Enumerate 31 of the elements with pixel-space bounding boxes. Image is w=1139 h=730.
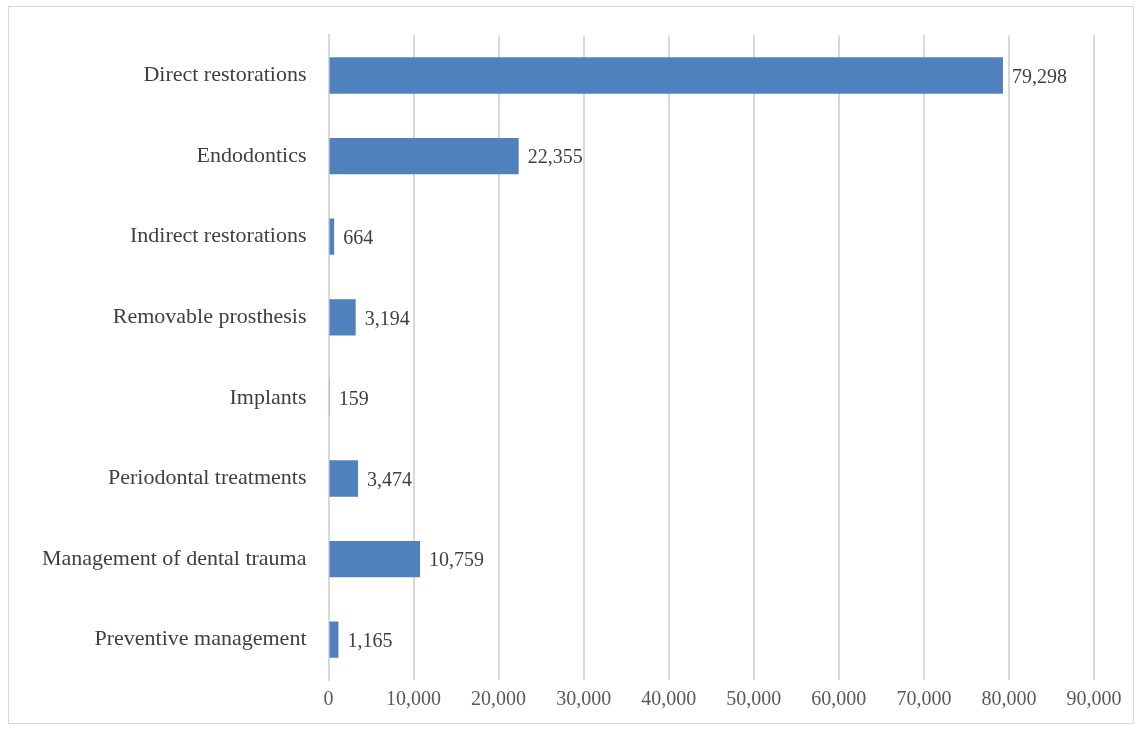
data-label: 664 — [343, 225, 374, 248]
bar — [329, 299, 356, 336]
x-tick-label: 80,000 — [981, 687, 1037, 710]
y-tick-label: Removable prosthesis — [112, 303, 307, 329]
x-tick-label: 70,000 — [896, 687, 952, 710]
data-label: 159 — [338, 387, 369, 410]
x-tick-label: 50,000 — [726, 687, 782, 710]
y-tick-label: Periodontal treatments — [107, 464, 307, 490]
x-tick-label: 30,000 — [556, 687, 612, 710]
y-tick-label: Implants — [229, 383, 307, 409]
data-label: 79,298 — [1011, 64, 1067, 87]
y-tick-label: Direct restorations — [143, 61, 307, 87]
x-tick-label: 0 — [323, 687, 334, 710]
bar — [329, 137, 519, 175]
data-label: 3,194 — [364, 306, 410, 329]
y-tick-label: Management of dental trauma — [41, 544, 307, 570]
data-label: 1,165 — [347, 628, 393, 651]
bar — [329, 460, 359, 497]
x-tick-label: 20,000 — [471, 687, 527, 710]
bar — [329, 57, 1003, 94]
x-tick-label: 40,000 — [641, 687, 697, 710]
x-tick-label: 60,000 — [811, 687, 867, 710]
data-label: 10,759 — [429, 548, 485, 571]
y-tick-label: Indirect restorations — [129, 222, 307, 248]
x-tick-label: 10,000 — [386, 687, 442, 710]
bar — [329, 540, 421, 578]
data-label: 3,474 — [367, 467, 413, 490]
data-label: 22,355 — [527, 145, 583, 168]
x-tick-label: 90,000 — [1066, 687, 1122, 710]
y-tick-label: Endodontics — [196, 141, 307, 167]
y-tick-label: Preventive management — [94, 625, 307, 651]
